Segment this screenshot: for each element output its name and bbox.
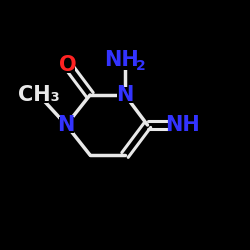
FancyBboxPatch shape — [30, 87, 48, 103]
FancyBboxPatch shape — [58, 117, 74, 133]
Text: CH₃: CH₃ — [18, 85, 60, 105]
Text: N: N — [116, 85, 134, 105]
Text: NH: NH — [104, 50, 138, 70]
FancyBboxPatch shape — [60, 57, 75, 73]
Text: 2: 2 — [136, 59, 145, 73]
Text: O: O — [59, 55, 76, 75]
FancyBboxPatch shape — [170, 117, 194, 133]
FancyBboxPatch shape — [117, 87, 133, 103]
Text: N: N — [58, 115, 75, 135]
Text: NH: NH — [165, 115, 200, 135]
FancyBboxPatch shape — [107, 50, 143, 70]
